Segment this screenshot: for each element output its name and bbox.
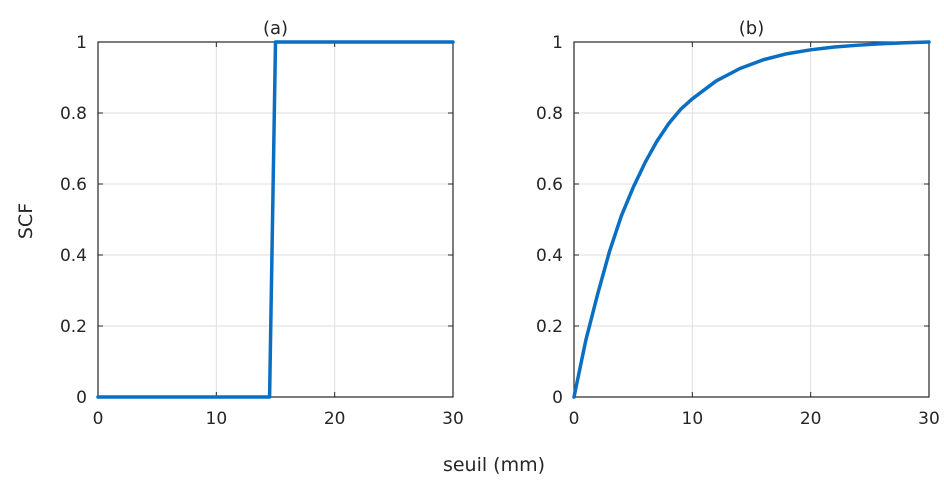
panel-b-ytick-label-3: 0.6 — [536, 175, 563, 195]
panel-a-xtick-label-2: 20 — [324, 409, 346, 429]
panel-a-xtick-label-1: 10 — [206, 409, 228, 429]
panel-a-ytick-label-5: 1 — [76, 33, 87, 53]
panel-a-ytick-label-0: 0 — [76, 388, 87, 408]
panel-b-ticks: 0 10 20 30 0 0.2 0.4 0.6 0.8 1 — [536, 33, 940, 429]
panel-b-series-line — [572, 40, 931, 399]
panel-a-series-line — [96, 40, 455, 399]
panel-a-xtick-label-0: 0 — [93, 409, 104, 429]
panel-b-ytick-label-0: 0 — [552, 388, 563, 408]
x-axis-label: seuil (mm) — [443, 454, 545, 476]
panel-b: 0 10 20 30 0 0.2 0.4 0.6 0.8 1 (b) — [536, 18, 940, 429]
panel-b-xtick-label-3: 30 — [918, 409, 940, 429]
panel-a-ytick-label-1: 0.2 — [60, 317, 87, 337]
panel-a-ticks: 0 10 20 30 0 0.2 0.4 0.6 0.8 1 — [60, 33, 464, 429]
panel-b-xtick-label-1: 10 — [682, 409, 704, 429]
panel-b-xtick-label-0: 0 — [569, 409, 580, 429]
panel-b-ytick-label-2: 0.4 — [536, 246, 563, 266]
panel-a: 0 10 20 30 0 0.2 0.4 0.6 0.8 1 (a) — [60, 18, 464, 429]
y-axis-label: SCF — [15, 203, 37, 239]
panel-b-grid — [573, 41, 930, 398]
panel-a-ytick-label-3: 0.6 — [60, 175, 87, 195]
panel-a-ytick-label-2: 0.4 — [60, 246, 87, 266]
panel-b-ytick-label-5: 1 — [552, 33, 563, 53]
panel-a-ytick-label-4: 0.8 — [60, 104, 87, 124]
panel-b-ytick-label-4: 0.8 — [536, 104, 563, 124]
panel-a-title: (a) — [263, 18, 288, 39]
panel-b-title: (b) — [739, 18, 764, 39]
panel-b-frame — [573, 41, 930, 398]
panel-b-ytick-label-1: 0.2 — [536, 317, 563, 337]
panel-a-xtick-label-3: 30 — [442, 409, 464, 429]
panel-b-xtick-label-2: 20 — [800, 409, 822, 429]
